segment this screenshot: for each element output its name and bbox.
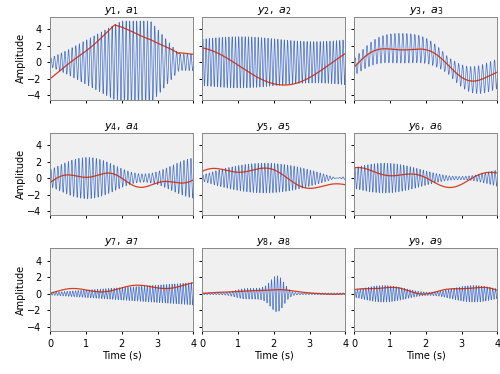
Title: $y_6,\ a_6$: $y_6,\ a_6$ xyxy=(408,120,443,132)
Y-axis label: Amplitude: Amplitude xyxy=(16,149,26,199)
Y-axis label: Amplitude: Amplitude xyxy=(16,264,26,315)
X-axis label: Time (s): Time (s) xyxy=(406,351,446,361)
Title: $y_1,\ a_1$: $y_1,\ a_1$ xyxy=(104,5,139,17)
Title: $y_8,\ a_8$: $y_8,\ a_8$ xyxy=(256,236,291,248)
Title: $y_3,\ a_3$: $y_3,\ a_3$ xyxy=(408,5,443,17)
Y-axis label: Amplitude: Amplitude xyxy=(16,33,26,83)
Title: $y_9,\ a_9$: $y_9,\ a_9$ xyxy=(408,236,443,248)
X-axis label: Time (s): Time (s) xyxy=(102,351,142,361)
Title: $y_4,\ a_4$: $y_4,\ a_4$ xyxy=(104,120,139,132)
Title: $y_5,\ a_5$: $y_5,\ a_5$ xyxy=(256,120,291,132)
X-axis label: Time (s): Time (s) xyxy=(254,351,294,361)
Title: $y_2,\ a_2$: $y_2,\ a_2$ xyxy=(256,5,291,17)
Title: $y_7,\ a_7$: $y_7,\ a_7$ xyxy=(104,236,139,248)
